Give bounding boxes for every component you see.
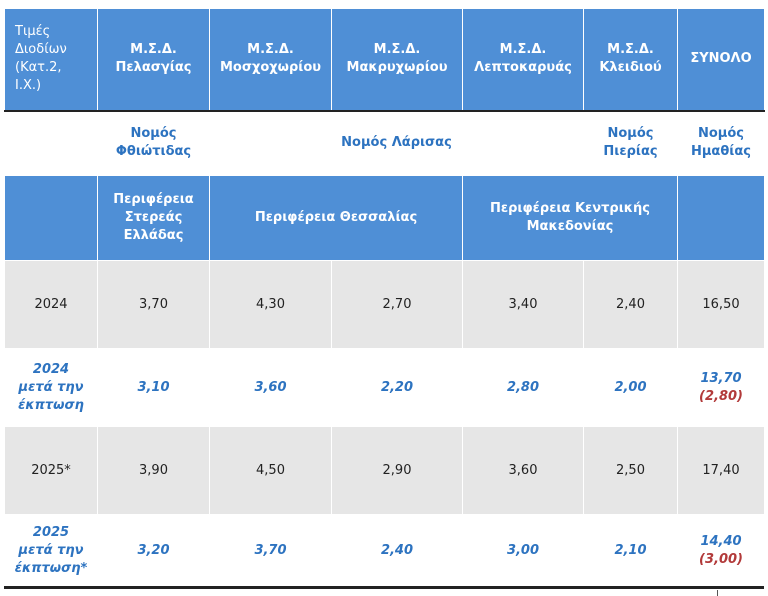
region-sterea: Περιφέρεια Στερεάς Ελλάδας <box>97 175 210 261</box>
prefecture-line: Πιερίας <box>603 144 658 160</box>
price-cell: 2,90 <box>331 426 463 515</box>
price-cell: 4,50 <box>209 426 332 515</box>
toll-prices-table: Τιμές Διοδίων (Κατ.2, Ι.Χ.) Μ.Σ.Δ. Πελασ… <box>4 8 765 587</box>
table-row-2025: 2025* 3,90 4,50 2,90 3,60 2,50 17,40 <box>4 426 765 515</box>
price-cell: 3,60 <box>462 426 584 515</box>
price-cell: 2,70 <box>331 260 463 349</box>
prefecture-line: Φθιώτιδας <box>115 144 192 160</box>
total-value: 13,70 <box>700 370 742 386</box>
empty-cell <box>4 175 98 261</box>
station-name: Λεπτοκαρυάς <box>474 60 572 76</box>
row-label: 2024 <box>4 260 98 349</box>
station-abbrev: Μ.Σ.Δ. <box>373 42 421 58</box>
region-line: Ελλάδας <box>123 228 184 243</box>
table-bottom-rule <box>4 586 764 589</box>
station-name: Μακρυχωρίου <box>346 60 448 76</box>
total-header: ΣΥΝΟΛΟ <box>677 8 765 111</box>
region-thessalia: Περιφέρεια Θεσσαλίας <box>209 175 463 261</box>
price-cell: 2,40 <box>331 514 463 587</box>
row-label-line: έκπτωση* <box>14 560 88 576</box>
station-abbrev: Μ.Σ.Δ. <box>247 42 294 58</box>
caption-line: (Κατ.2, <box>15 60 62 76</box>
price-cell: 2,10 <box>583 514 678 587</box>
price-cell: 3,60 <box>209 348 332 427</box>
prefecture-line: Ημαθίας <box>690 144 751 160</box>
price-cell: 3,90 <box>97 426 210 515</box>
caption-line: Τιμές <box>15 24 51 40</box>
price-cell: 2,40 <box>583 260 678 349</box>
total-value: 14,40 <box>700 533 742 549</box>
station-name: Μοσχοχωρίου <box>219 60 322 76</box>
table-row-2024: 2024 3,70 4,30 2,70 3,40 2,40 16,50 <box>4 260 765 349</box>
row-label-line: μετά την <box>18 379 84 395</box>
caption-line: Ι.Χ.) <box>15 78 42 94</box>
region-line: Περιφέρεια <box>113 192 194 207</box>
row-label-line: μετά την <box>18 542 84 558</box>
total-cell: 14,40 (3,00) <box>677 514 765 587</box>
row-label: 2024 μετά την έκπτωση <box>4 348 98 427</box>
price-cell: 3,40 <box>462 260 584 349</box>
table-caption-cell: Τιμές Διοδίων (Κατ.2, Ι.Χ.) <box>4 8 98 111</box>
price-cell: 2,50 <box>583 426 678 515</box>
prefecture-fthiotida: Νομός Φθιώτιδας <box>97 109 210 176</box>
row-label: 2025 μετά την έκπτωση* <box>4 514 98 587</box>
total-cell: 16,50 <box>677 260 765 349</box>
empty-cell <box>677 175 765 261</box>
station-abbrev: Μ.Σ.Δ. <box>130 42 177 58</box>
discount-amount: (3,00) <box>699 551 743 567</box>
region-line: Μακεδονίας <box>526 219 614 234</box>
prefecture-line: Νομός <box>697 126 744 142</box>
total-cell: 17,40 <box>677 426 765 515</box>
price-cell: 3,10 <box>97 348 210 427</box>
price-cell: 2,00 <box>583 348 678 427</box>
price-cell: 4,30 <box>209 260 332 349</box>
price-cell: 3,70 <box>97 260 210 349</box>
discount-amount: (2,80) <box>699 388 743 404</box>
prefecture-imathia: Νομός Ημαθίας <box>677 109 765 176</box>
price-cell: 3,70 <box>209 514 332 587</box>
station-name: Πελασγίας <box>115 60 192 76</box>
row-label-line: έκπτωση <box>18 397 84 413</box>
header-row: Τιμές Διοδίων (Κατ.2, Ι.Χ.) Μ.Σ.Δ. Πελασ… <box>4 8 765 111</box>
stray-mark <box>717 590 718 596</box>
region-row: Περιφέρεια Στερεάς Ελλάδας Περιφέρεια Θε… <box>4 175 765 261</box>
table-row-2024-discount: 2024 μετά την έκπτωση 3,10 3,60 2,20 2,8… <box>4 348 765 427</box>
station-abbrev: Μ.Σ.Δ. <box>607 42 654 58</box>
price-cell: 2,80 <box>462 348 584 427</box>
prefecture-row: Νομός Φθιώτιδας Νομός Λάρισας Νομός Πιερ… <box>4 109 765 176</box>
station-abbrev: Μ.Σ.Δ. <box>499 42 547 58</box>
price-cell: 3,20 <box>97 514 210 587</box>
price-cell: 3,00 <box>462 514 584 587</box>
station-header-moschochori: Μ.Σ.Δ. Μοσχοχωρίου <box>209 8 332 111</box>
prefecture-line: Νομός <box>130 126 177 142</box>
empty-cell <box>4 109 98 176</box>
price-cell: 2,20 <box>331 348 463 427</box>
row-label-line: 2025 <box>32 524 70 540</box>
region-kentriki-makedonia: Περιφέρεια Κεντρικής Μακεδονίας <box>462 175 678 261</box>
total-cell: 13,70 (2,80) <box>677 348 765 427</box>
station-header-pelasgia: Μ.Σ.Δ. Πελασγίας <box>97 8 210 111</box>
prefecture-line: Νομός <box>607 126 654 142</box>
region-line: Περιφέρεια Κεντρικής <box>490 201 650 216</box>
station-header-leptokarya: Μ.Σ.Δ. Λεπτοκαρυάς <box>462 8 584 111</box>
station-header-kleidi: Μ.Σ.Δ. Κλειδιού <box>583 8 678 111</box>
row-label: 2025* <box>4 426 98 515</box>
row-label-line: 2024 <box>32 361 70 377</box>
prefecture-pieria: Νομός Πιερίας <box>583 109 678 176</box>
prefecture-larisa: Νομός Λάρισας <box>209 109 584 176</box>
region-line: Στερεάς <box>124 210 183 225</box>
station-header-makrychori: Μ.Σ.Δ. Μακρυχωρίου <box>331 8 463 111</box>
table-row-2025-discount: 2025 μετά την έκπτωση* 3,20 3,70 2,40 3,… <box>4 514 765 587</box>
station-name: Κλειδιού <box>599 60 662 76</box>
caption-line: Διοδίων <box>15 42 67 58</box>
